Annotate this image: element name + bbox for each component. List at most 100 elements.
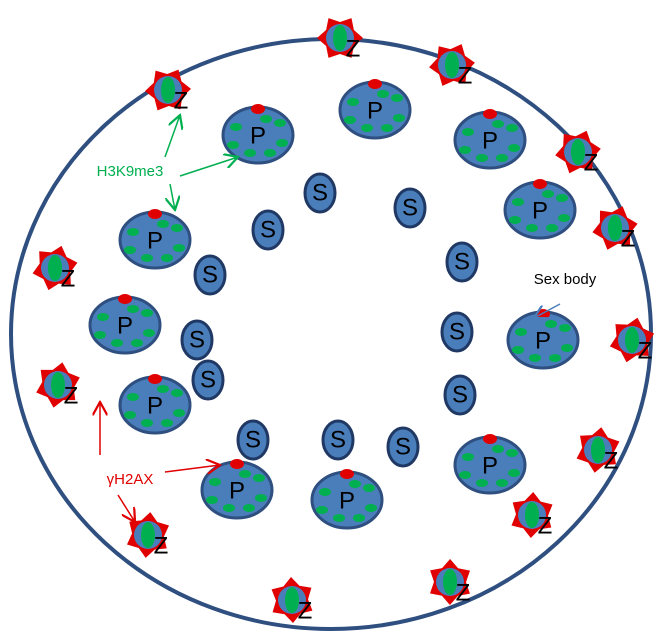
h3k9me3-focus <box>529 354 541 362</box>
h3k9me3-arrows <box>164 115 238 210</box>
spermatid-cell: S <box>251 209 285 251</box>
cell-label: Z <box>61 265 76 292</box>
h3k9me3-focus <box>276 139 288 147</box>
h3k9me3-focus <box>243 504 255 512</box>
sex-body <box>118 294 132 304</box>
h3k9me3-focus <box>459 146 471 154</box>
h3k9me3-focus <box>111 339 123 347</box>
cell-label: P <box>339 487 355 514</box>
h3k9me3-focus <box>496 479 508 487</box>
h3k9me3-focus <box>512 198 524 206</box>
h3k9me3-focus <box>476 154 488 162</box>
nucleus <box>191 359 225 401</box>
nucleus <box>236 419 270 461</box>
h3k9me3-focus <box>239 470 251 478</box>
h3k9me3-focus <box>274 119 286 127</box>
h3k9me3-focus <box>264 149 276 157</box>
zygotene-cell: Z <box>609 317 655 364</box>
cell-label: Z <box>154 532 169 559</box>
h3k9me3-focus <box>365 504 377 512</box>
cell-label: S <box>402 194 418 221</box>
h3k9me3-focus <box>230 123 242 131</box>
h3k9me3-focus <box>227 141 239 149</box>
h3k9me3-focus <box>492 120 504 128</box>
sex-body <box>483 109 497 119</box>
sex-body-label: Sex body <box>534 271 597 288</box>
cell-label: P <box>250 122 266 149</box>
h3k9me3-focus <box>508 144 520 152</box>
zygotene-cell: Z <box>271 577 313 624</box>
h3k9me3-focus <box>209 478 221 486</box>
zygotene-cell: Z <box>32 245 78 292</box>
cell-label: Z <box>346 35 361 62</box>
cell-label: P <box>532 197 548 224</box>
cell-label: P <box>535 327 551 354</box>
h3k9me3-focus <box>353 514 365 522</box>
nucleus <box>180 319 214 361</box>
cell-label: Z <box>538 512 553 539</box>
spermatid-cell: S <box>440 311 474 353</box>
h3k9me3-focus <box>260 115 272 123</box>
sex-body-arrow <box>534 303 561 318</box>
sex-body <box>340 469 354 479</box>
h3k9me3-signal <box>591 437 605 463</box>
spermatid-cell: S <box>236 419 270 461</box>
cell-label: S <box>312 179 328 206</box>
spermatid-cell: S <box>443 374 477 416</box>
h3k9me3-focus <box>131 339 143 347</box>
h3k9me3-signal <box>51 372 65 398</box>
cell-label: S <box>202 261 218 288</box>
nucleus <box>321 419 355 461</box>
cell-label: S <box>260 216 276 243</box>
spermatid-cell: S <box>180 319 214 361</box>
cell-label: S <box>454 248 470 275</box>
zygotene-cell: Z <box>36 362 80 409</box>
nucleus <box>440 311 474 353</box>
pachytene-cell: P <box>118 209 192 270</box>
cell-label: S <box>245 426 261 453</box>
h3k9me3-focus <box>127 228 139 236</box>
h3k9me3-focus <box>492 445 504 453</box>
nucleus <box>193 254 227 296</box>
pachytene-cell: P <box>221 104 295 165</box>
h3k9me3-focus <box>363 484 375 492</box>
sex-body <box>368 79 382 89</box>
h3k9me3-focus <box>255 494 267 502</box>
h3k9me3-focus <box>157 385 169 393</box>
h3k9me3-focus <box>347 98 359 106</box>
nucleus <box>393 187 427 229</box>
h3k9me3-focus <box>509 216 521 224</box>
cell-label: P <box>482 127 498 154</box>
cell-label: S <box>449 318 465 345</box>
zygotene-cell: Z <box>430 559 470 606</box>
cell-label: Z <box>456 579 471 606</box>
spermatid-cell: S <box>393 187 427 229</box>
nucleus <box>303 172 337 214</box>
h3k9me3-focus <box>173 244 185 252</box>
h3k9me3-focus <box>459 471 471 479</box>
h3k9me3-focus <box>349 480 361 488</box>
cell-label: P <box>482 452 498 479</box>
h3k9me3-focus <box>377 90 389 98</box>
pachytene-cell: P <box>506 309 580 370</box>
pachytene-cell: P <box>453 434 527 495</box>
h3k9me3-focus <box>206 496 218 504</box>
h3k9me3-label: H3K9me3 <box>97 163 164 180</box>
h3k9me3-focus <box>476 479 488 487</box>
pachytene-cell: P <box>503 179 577 240</box>
sex-body <box>533 179 547 189</box>
spermatid-cell: S <box>445 241 479 283</box>
cell-label: Z <box>638 337 653 364</box>
h3k9me3-focus <box>512 346 524 354</box>
h3k9me3-focus <box>141 419 153 427</box>
pachytene-cell: P <box>453 109 527 170</box>
cell-label: S <box>200 366 216 393</box>
h3k9me3-signal <box>443 569 457 595</box>
cell-label: Z <box>174 87 189 114</box>
sex-body <box>483 434 497 444</box>
h3k9me3-focus <box>556 194 568 202</box>
h3k9me3-focus <box>496 154 508 162</box>
zygotene-cell: Z <box>511 492 553 539</box>
gh2ax-arrows <box>100 402 220 522</box>
